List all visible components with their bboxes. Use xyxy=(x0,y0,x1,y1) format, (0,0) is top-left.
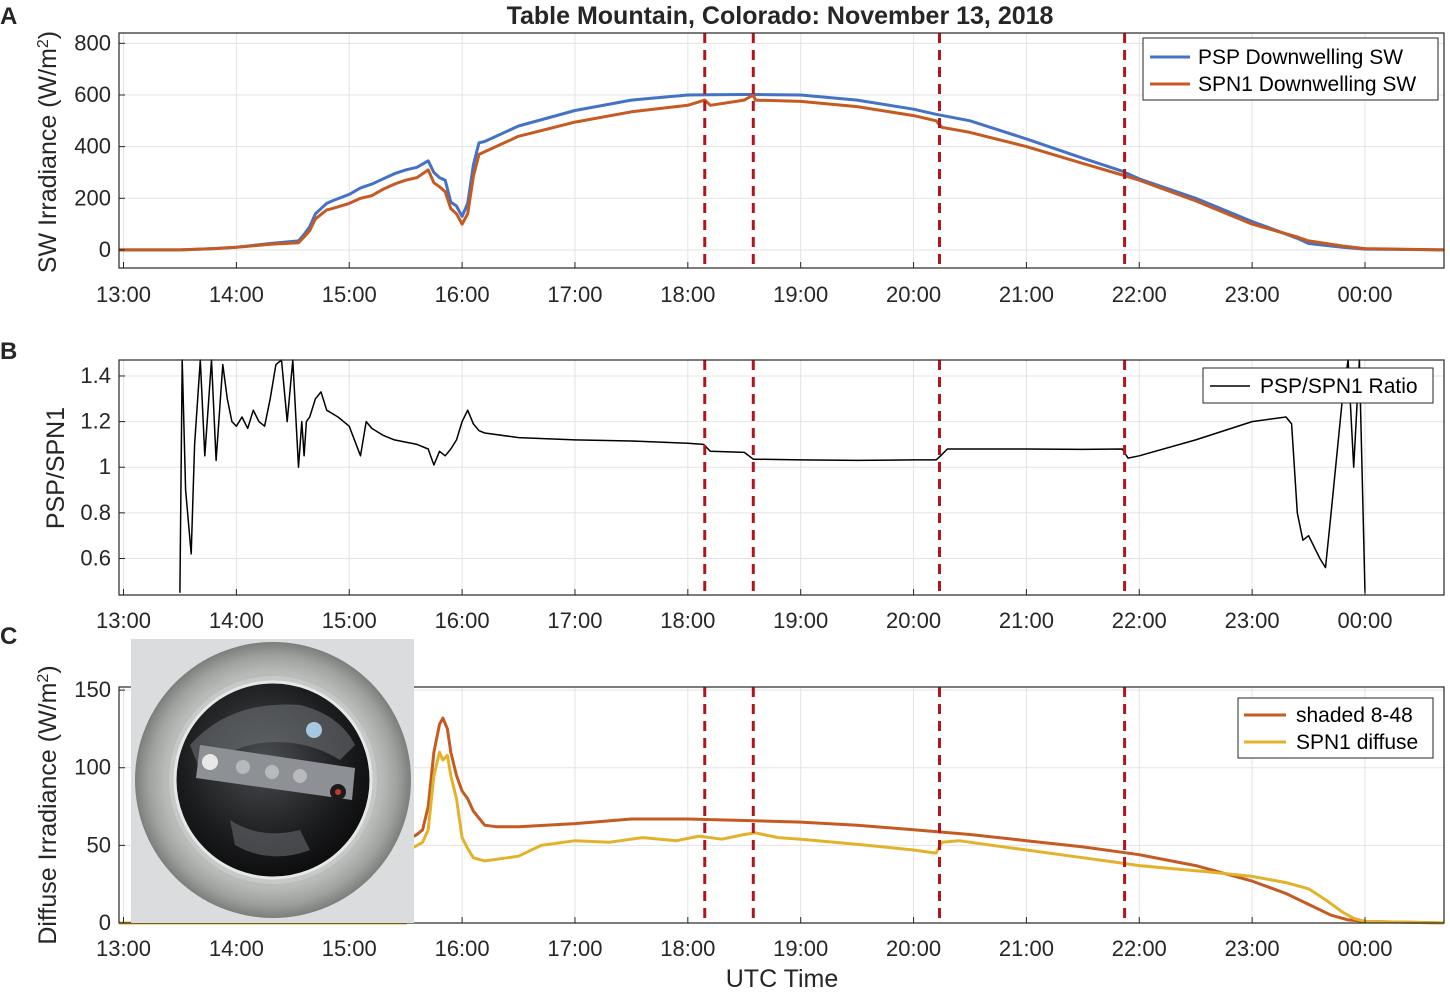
x-tick-label: 19:00 xyxy=(773,936,828,961)
panel-c-ylabel: Diffuse Irradiance (W/m2) xyxy=(34,665,62,944)
x-tick-label: 15:00 xyxy=(322,936,377,961)
x-tick-label: 16:00 xyxy=(435,282,490,307)
y-tick-label: 400 xyxy=(74,134,111,159)
series-line-psp-spn1-ratio xyxy=(179,359,1366,593)
legend-label-spn1: SPN1 Downwelling SW xyxy=(1198,73,1416,96)
x-tick-label: 17:00 xyxy=(547,282,602,307)
x-tick-label: 20:00 xyxy=(886,936,941,961)
panel-letter-b: B xyxy=(0,338,17,365)
y-tick-label: 50 xyxy=(87,832,111,857)
x-tick-label: 21:00 xyxy=(999,282,1054,307)
series-line-shaded-8-48 xyxy=(119,716,1445,925)
y-tick-label: 150 xyxy=(74,677,111,702)
panel-c-frame xyxy=(118,686,1445,924)
legend-box xyxy=(1237,697,1434,759)
panel-b-frame xyxy=(118,359,1445,596)
x-tick-label: 13:00 xyxy=(96,282,151,307)
x-tick-label: 15:00 xyxy=(322,282,377,307)
panel-a: 13:00 14:00 15:00 16:00 17:00 18:00 19:00 20:00… xyxy=(34,30,1445,307)
panel-b-legend: PSP/SPN1 Ratio xyxy=(1202,367,1434,404)
x-tick-label: 17:00 xyxy=(547,936,602,961)
y-tick-label: 0.6 xyxy=(80,545,111,570)
x-tick-label: 22:00 xyxy=(1112,936,1167,961)
y-tick-label: 1 xyxy=(99,454,111,479)
panel-c-legend: shaded 8-48 SPN1 diffuse xyxy=(1237,697,1434,759)
x-tick-label: 00:00 xyxy=(1337,936,1392,961)
panel-letter-c: C xyxy=(0,623,17,650)
legend-label-psp: PSP Downwelling SW xyxy=(1198,46,1403,69)
legend-label-ratio: PSP/SPN1 Ratio xyxy=(1260,375,1418,398)
x-tick-label: 23:00 xyxy=(1225,608,1280,633)
x-tick-label: 20:00 xyxy=(886,282,941,307)
panel-a-legend: PSP Downwelling SW SPN1 Downwelling SW xyxy=(1142,37,1439,101)
panel-c-ticks: 13:00 14:00 15:00 16:00 17:00 18:00 19:00 20:00… xyxy=(74,677,1392,961)
y-tick-label: 0 xyxy=(99,910,111,935)
x-tick-label: 23:00 xyxy=(1225,282,1280,307)
panel-b-ylabel: PSP/SPN1 xyxy=(42,407,70,529)
x-tick-label: 14:00 xyxy=(209,608,264,633)
y-tick-label: 100 xyxy=(74,755,111,780)
y-tick-label: 200 xyxy=(74,185,111,210)
x-tick-label: 18:00 xyxy=(660,282,715,307)
x-tick-label: 13:00 xyxy=(96,608,151,633)
x-tick-label: 16:00 xyxy=(435,608,490,633)
x-tick-label: 13:00 xyxy=(96,936,151,961)
y-tick-label: 600 xyxy=(74,82,111,107)
legend-label-shaded: shaded 8-48 xyxy=(1296,704,1413,727)
spn1-sensor-photo xyxy=(131,639,414,923)
chart-title: Table Mountain, Colorado: November 13, 2… xyxy=(507,2,1054,30)
y-tick-label: 0 xyxy=(99,237,111,262)
x-tick-label: 14:00 xyxy=(209,282,264,307)
x-tick-label: 21:00 xyxy=(999,936,1054,961)
y-tick-label: 1.4 xyxy=(80,363,111,388)
x-tick-label: 23:00 xyxy=(1225,936,1280,961)
series-line-spn1-downwelling-sw xyxy=(119,93,1445,252)
legend-label-spn1-diffuse: SPN1 diffuse xyxy=(1296,731,1418,754)
x-tick-label: 19:00 xyxy=(773,282,828,307)
series-line-psp-downwelling-sw xyxy=(119,93,1445,252)
panel-c-series xyxy=(119,716,1445,925)
x-tick-label: 00:00 xyxy=(1337,608,1392,633)
panel-c-vlines xyxy=(703,687,1127,923)
x-tick-label: 19:00 xyxy=(773,608,828,633)
panel-b: 13:00 14:00 15:00 16:00 17:00 18:00 19:00 20:00… xyxy=(42,359,1445,633)
panel-b-ticks: 13:00 14:00 15:00 16:00 17:00 18:00 19:00 20:00… xyxy=(80,363,1392,633)
x-tick-label: 18:00 xyxy=(660,936,715,961)
x-tick-label: 18:00 xyxy=(660,608,715,633)
x-tick-label: 17:00 xyxy=(547,608,602,633)
x-tick-label: 20:00 xyxy=(886,608,941,633)
y-tick-label: 0.8 xyxy=(80,500,111,525)
x-tick-label: 16:00 xyxy=(435,936,490,961)
panel-c: 13:00 14:00 15:00 16:00 17:00 18:00 19:00 20:00… xyxy=(34,639,1445,993)
x-axis-label: UTC Time xyxy=(726,965,839,993)
panel-a-vlines xyxy=(703,33,1127,268)
legend-box xyxy=(1142,37,1439,101)
panel-b-series xyxy=(179,359,1366,593)
x-tick-label: 22:00 xyxy=(1112,282,1167,307)
x-tick-label: 15:00 xyxy=(322,608,377,633)
x-tick-label: 22:00 xyxy=(1112,608,1167,633)
panel-b-vlines xyxy=(703,360,1127,595)
panel-a-frame xyxy=(118,32,1445,269)
panel-letter-a: A xyxy=(0,3,17,30)
x-tick-label: 21:00 xyxy=(999,608,1054,633)
series-line-spn1-diffuse xyxy=(119,750,1445,925)
x-tick-label: 14:00 xyxy=(209,936,264,961)
y-tick-label: 800 xyxy=(74,30,111,55)
y-tick-label: 1.2 xyxy=(80,409,111,434)
x-tick-label: 00:00 xyxy=(1337,282,1392,307)
panel-a-ylabel: SW Irradiance (W/m2) xyxy=(34,31,62,273)
panel-a-series xyxy=(119,93,1445,252)
panel-a-ticks: 13:00 14:00 15:00 16:00 17:00 18:00 19:00 20:00… xyxy=(74,30,1392,307)
